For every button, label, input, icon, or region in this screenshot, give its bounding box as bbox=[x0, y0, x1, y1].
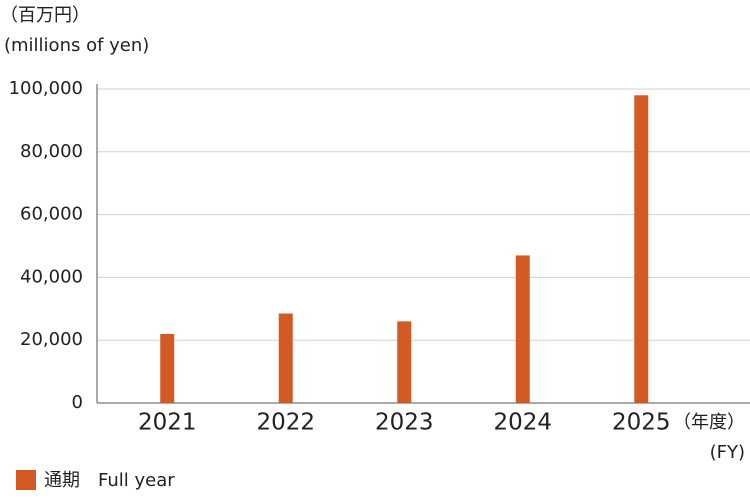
x-tick-label: 2021 bbox=[138, 410, 197, 436]
x-unit-label-en: (FY) bbox=[710, 442, 745, 463]
x-tick-label: 2024 bbox=[493, 410, 552, 436]
y-tick-label: 80,000 bbox=[20, 141, 83, 162]
legend-swatch bbox=[16, 470, 36, 490]
y-tick-label: 60,000 bbox=[20, 204, 83, 225]
x-tick-label: 2022 bbox=[256, 410, 315, 436]
bar bbox=[515, 255, 530, 403]
x-tick-label: 2025 bbox=[612, 410, 671, 436]
y-unit-label-en: (millions of yen) bbox=[4, 35, 149, 56]
bar bbox=[278, 313, 293, 403]
y-tick-label: 20,000 bbox=[20, 329, 83, 350]
y-unit-label: （百万円） bbox=[0, 5, 90, 26]
bar bbox=[397, 321, 412, 403]
x-tick-label: 2023 bbox=[375, 410, 434, 436]
x-unit-label: （年度） bbox=[673, 412, 745, 433]
y-tick-label: 100,000 bbox=[9, 78, 83, 99]
y-tick-label: 40,000 bbox=[20, 266, 83, 287]
bar bbox=[160, 333, 175, 403]
y-tick-label: 0 bbox=[72, 392, 83, 413]
legend-label: 通期 Full year bbox=[44, 470, 175, 491]
bar bbox=[634, 95, 649, 403]
